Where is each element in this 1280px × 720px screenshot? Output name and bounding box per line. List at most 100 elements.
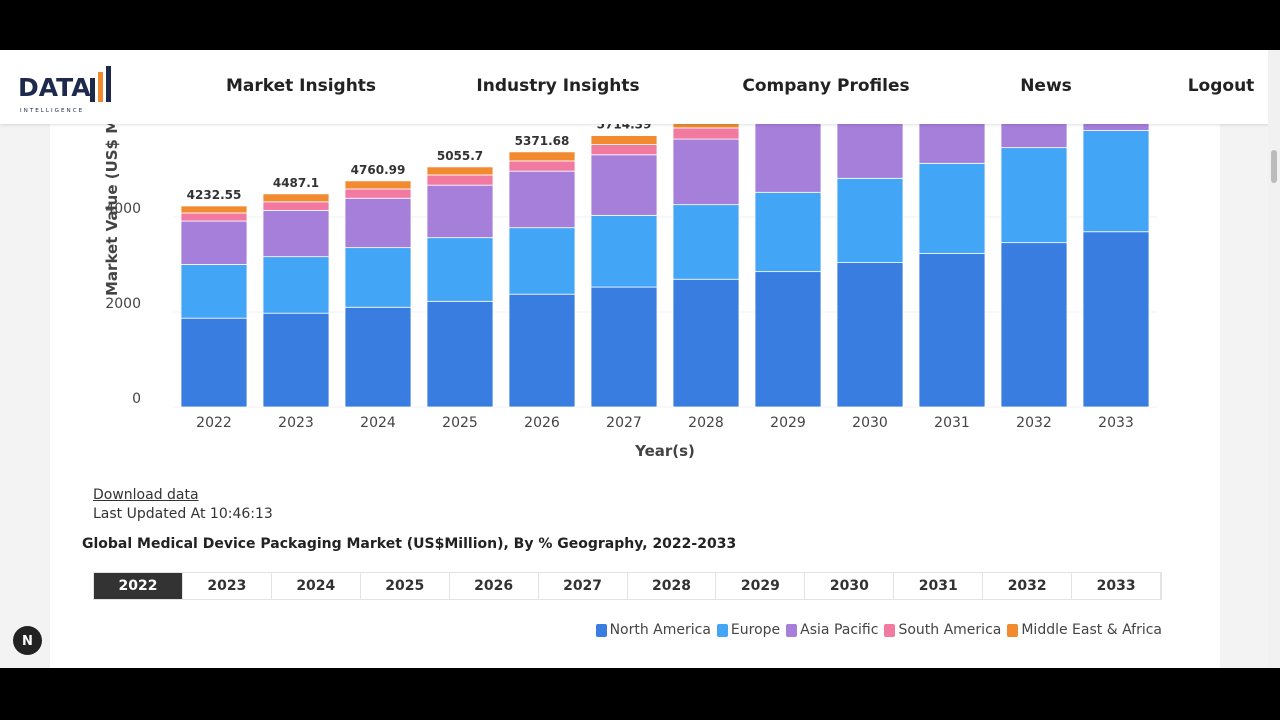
x-tick-label: 2031 (934, 415, 970, 431)
legend-item[interactable]: South America (884, 622, 1001, 638)
top-bar (0, 0, 1280, 50)
bar-segment (754, 271, 822, 408)
x-axis-label: Year(s) (634, 442, 695, 460)
year-tab[interactable]: 2027 (539, 573, 628, 599)
bottom-bar (0, 668, 1280, 720)
y-tick-label: 0 (132, 391, 141, 407)
logo-subtitle: INTELLIGENCE (20, 108, 84, 114)
logo[interactable]: DATA INTELLIGENCE (18, 64, 118, 116)
bar-segment (672, 204, 740, 280)
last-updated: Last Updated At 10:46:13 (93, 506, 273, 522)
bar-segment (262, 256, 330, 314)
bar-segment (590, 286, 658, 408)
legend-label: South America (898, 622, 1002, 638)
bar-segment (344, 247, 412, 308)
legend-swatch (716, 623, 728, 637)
year-tab[interactable]: 2024 (272, 573, 361, 599)
total-label: 5371.68 (515, 134, 570, 148)
bar-segment (1082, 130, 1150, 233)
legend-swatch (595, 623, 607, 637)
year-tab[interactable]: 2026 (450, 573, 539, 599)
bar-segment (180, 317, 248, 408)
bar-segment (180, 205, 248, 214)
legend-label: Asia Pacific (800, 622, 879, 638)
bar-segment (918, 253, 986, 408)
legend-item[interactable]: North America (595, 622, 711, 638)
download-link[interactable]: Download data (93, 487, 199, 503)
year-tab[interactable]: 2032 (983, 573, 1073, 599)
bar-segment (344, 180, 412, 190)
bar-segment (590, 144, 658, 156)
year-tab[interactable]: 2023 (183, 573, 272, 599)
bar-segment (508, 170, 576, 229)
total-label: 5055.7 (437, 149, 483, 163)
header: DATA INTELLIGENCE Market Insights Industr… (0, 50, 1280, 124)
scrollbar[interactable] (1268, 50, 1280, 668)
legend-label: Middle East & Africa (1021, 622, 1162, 638)
year-tab[interactable]: 2029 (716, 573, 806, 599)
dev-button[interactable]: N (13, 626, 42, 655)
legend-swatch (884, 623, 896, 637)
legend-item[interactable]: Asia Pacific (786, 622, 878, 638)
bar-segment (262, 312, 330, 408)
bar-segment (672, 138, 740, 206)
bar-segment (590, 214, 658, 288)
section-title: Global Medical Device Packaging Market (… (82, 536, 737, 552)
year-tab[interactable]: 2028 (628, 573, 717, 599)
x-tick-label: 2026 (524, 415, 560, 431)
year-tab[interactable]: 2031 (894, 573, 984, 599)
x-tick-label: 2024 (360, 415, 396, 431)
x-tick-label: 2025 (442, 415, 478, 431)
x-tick-label: 2022 (196, 415, 232, 431)
bar-segment (426, 237, 494, 302)
nav-link[interactable]: Market Insights (225, 76, 377, 96)
total-label: 4760.99 (351, 163, 406, 177)
logo-icon (90, 78, 95, 102)
bar-segment (262, 209, 330, 258)
bar-segment (672, 278, 740, 408)
year-tab[interactable]: 2033 (1072, 573, 1162, 599)
total-label: 4487.1 (273, 176, 319, 190)
bar-segment (180, 212, 248, 222)
x-tick-label: 2027 (606, 415, 642, 431)
bar-segment (1000, 147, 1068, 244)
year-tab[interactable]: 2030 (805, 573, 895, 599)
year-tab[interactable]: 2025 (361, 573, 450, 599)
x-tick-label: 2028 (688, 415, 724, 431)
bar-segment (672, 127, 740, 140)
bar-segment (180, 220, 248, 265)
total-label: 4232.55 (187, 188, 242, 202)
logo-text: DATA (18, 73, 91, 102)
legend-item[interactable]: Middle East & Africa (1007, 622, 1162, 638)
nav-link[interactable]: Company Profiles (742, 76, 910, 96)
y-tick-label: 2000 (105, 296, 141, 312)
legend-swatch (786, 623, 798, 637)
bar-segment (754, 123, 822, 193)
nav-link[interactable]: News (1020, 76, 1072, 96)
bar-segment (262, 193, 330, 203)
y-axis-label: Market Value (US$ Million) (103, 70, 121, 296)
bar-segment (426, 174, 494, 186)
legend-label: North America (609, 622, 711, 638)
x-tick-label: 2030 (852, 415, 888, 431)
nav-link[interactable]: Industry Insights (476, 76, 640, 96)
legend-item[interactable]: Europe (716, 622, 781, 638)
bar-segment (426, 166, 494, 176)
bar-segment (1082, 231, 1150, 408)
bar-segment (590, 135, 658, 145)
bar-segment (508, 293, 576, 408)
bar-segment (590, 154, 658, 216)
year-tabs: 2022 2023 2024 2025 2026 2027 2028 2029 2030 2031… (93, 572, 1162, 600)
legend-label: Europe (730, 622, 781, 638)
bar-segment (344, 188, 412, 199)
y-tick-label: 4000 (105, 201, 141, 217)
logo-icon (106, 66, 111, 102)
x-tick-label: 2032 (1016, 415, 1052, 431)
bar-segment (1000, 242, 1068, 408)
logo-icon (98, 72, 103, 102)
year-tab[interactable]: 2022 (94, 573, 183, 599)
bar-segment (344, 306, 412, 408)
bar-segment (180, 264, 248, 319)
nav-link[interactable]: Logout (1187, 76, 1255, 96)
scroll-thumb[interactable] (1271, 150, 1277, 183)
